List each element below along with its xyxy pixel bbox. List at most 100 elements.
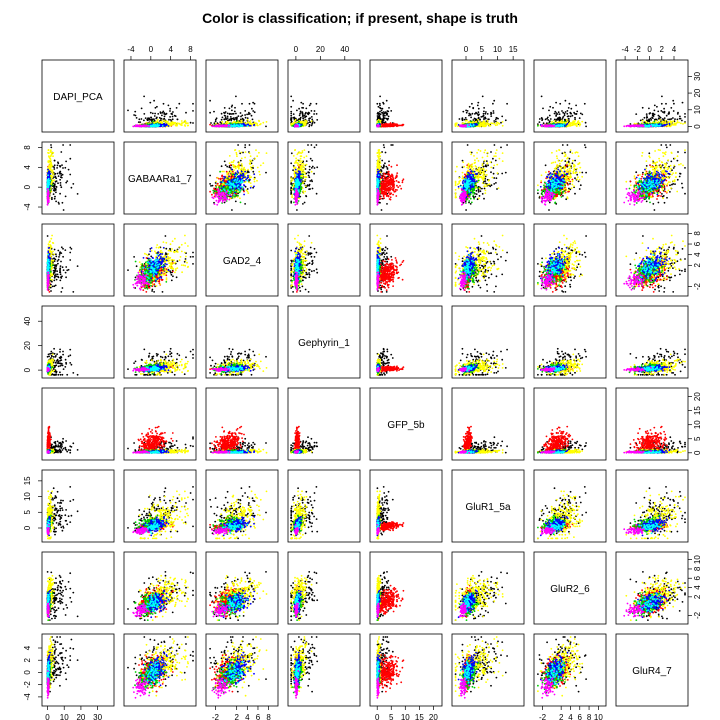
point-black (236, 118, 238, 120)
point-black (150, 117, 152, 119)
point-black (224, 107, 226, 109)
point-yellow (185, 123, 187, 125)
point-black (243, 119, 245, 121)
point-black (213, 111, 215, 113)
point-blue (160, 124, 162, 126)
point-black (252, 110, 254, 112)
point-yellow (167, 121, 169, 123)
point-black (254, 111, 256, 113)
point-black (155, 118, 157, 120)
point-black (209, 112, 211, 114)
point-black (168, 119, 170, 121)
point-black (170, 113, 172, 115)
point-black (143, 96, 145, 98)
point-black (241, 103, 243, 105)
point-cyan (158, 124, 160, 126)
point-yellow (247, 119, 249, 121)
point-black (221, 113, 223, 115)
point-black (232, 113, 234, 115)
point-yellow (157, 119, 159, 121)
point-black (231, 110, 233, 112)
point-yellow (160, 121, 162, 123)
point-black (231, 106, 233, 108)
point-black (156, 106, 158, 108)
point-black (209, 100, 211, 102)
point-blue (168, 125, 170, 127)
point-black (172, 111, 174, 113)
point-magenta (148, 125, 150, 127)
point-black (160, 111, 162, 113)
point-black (149, 102, 151, 104)
point-black (153, 100, 155, 102)
point-yellow (155, 121, 157, 123)
variable-label-DAPI_PCA: DAPI_PCA (53, 92, 103, 103)
point-yellow (226, 122, 228, 124)
point-black (224, 115, 226, 117)
point-black (145, 117, 147, 119)
point-black (252, 119, 254, 121)
panel-DAPI_PCA-vs-GABAARa1_7 (124, 60, 196, 132)
point-black (138, 118, 140, 120)
point-yellow (256, 124, 258, 126)
point-black (172, 118, 174, 120)
point-cyan (162, 125, 164, 127)
point-yellow (181, 120, 183, 122)
point-red (209, 124, 211, 126)
point-black (169, 110, 171, 112)
point-black (141, 118, 143, 120)
point-black (246, 114, 248, 116)
point-black (163, 118, 165, 120)
point-black (146, 119, 148, 121)
point-black (170, 119, 172, 121)
point-black (190, 122, 192, 124)
point-black (229, 108, 231, 110)
point-black (247, 117, 249, 119)
point-black (248, 112, 250, 114)
point-black (225, 111, 227, 113)
point-black (163, 103, 165, 105)
point-black (133, 114, 135, 116)
point-black (143, 120, 145, 122)
point-green (236, 121, 238, 123)
point-magenta (142, 125, 144, 127)
point-black (159, 117, 161, 119)
point-black (176, 107, 178, 109)
point-yellow (221, 121, 223, 123)
panel-DAPI_PCA-vs-DAPI_PCA: DAPI_PCA (42, 60, 114, 132)
point-black (154, 115, 156, 117)
point-black (148, 118, 150, 120)
point-black (210, 122, 212, 124)
point-black (227, 116, 229, 118)
point-black (254, 103, 256, 105)
point-black (251, 108, 253, 110)
point-black (226, 118, 228, 120)
point-blue (164, 125, 166, 127)
point-black (153, 118, 155, 120)
point-yellow (254, 122, 256, 124)
point-black (192, 122, 194, 124)
point-yellow (266, 121, 268, 123)
point-magenta (138, 125, 140, 127)
point-black (234, 119, 236, 121)
point-black (249, 103, 251, 105)
point-yellow (180, 124, 182, 126)
point-black (229, 113, 231, 115)
point-black (127, 110, 129, 112)
point-black (161, 115, 163, 117)
point-black (230, 116, 232, 118)
point-black (215, 119, 217, 121)
point-black (141, 108, 143, 110)
point-black (265, 126, 267, 128)
point-yellow (184, 121, 186, 123)
point-black (172, 116, 174, 118)
point-black (238, 115, 240, 117)
point-black (240, 112, 242, 114)
point-black (154, 113, 156, 115)
point-yellow (260, 123, 262, 125)
point-black (252, 102, 254, 104)
point-black (162, 112, 164, 114)
point-black (143, 113, 145, 115)
point-black (245, 117, 247, 119)
point-black (169, 108, 171, 110)
